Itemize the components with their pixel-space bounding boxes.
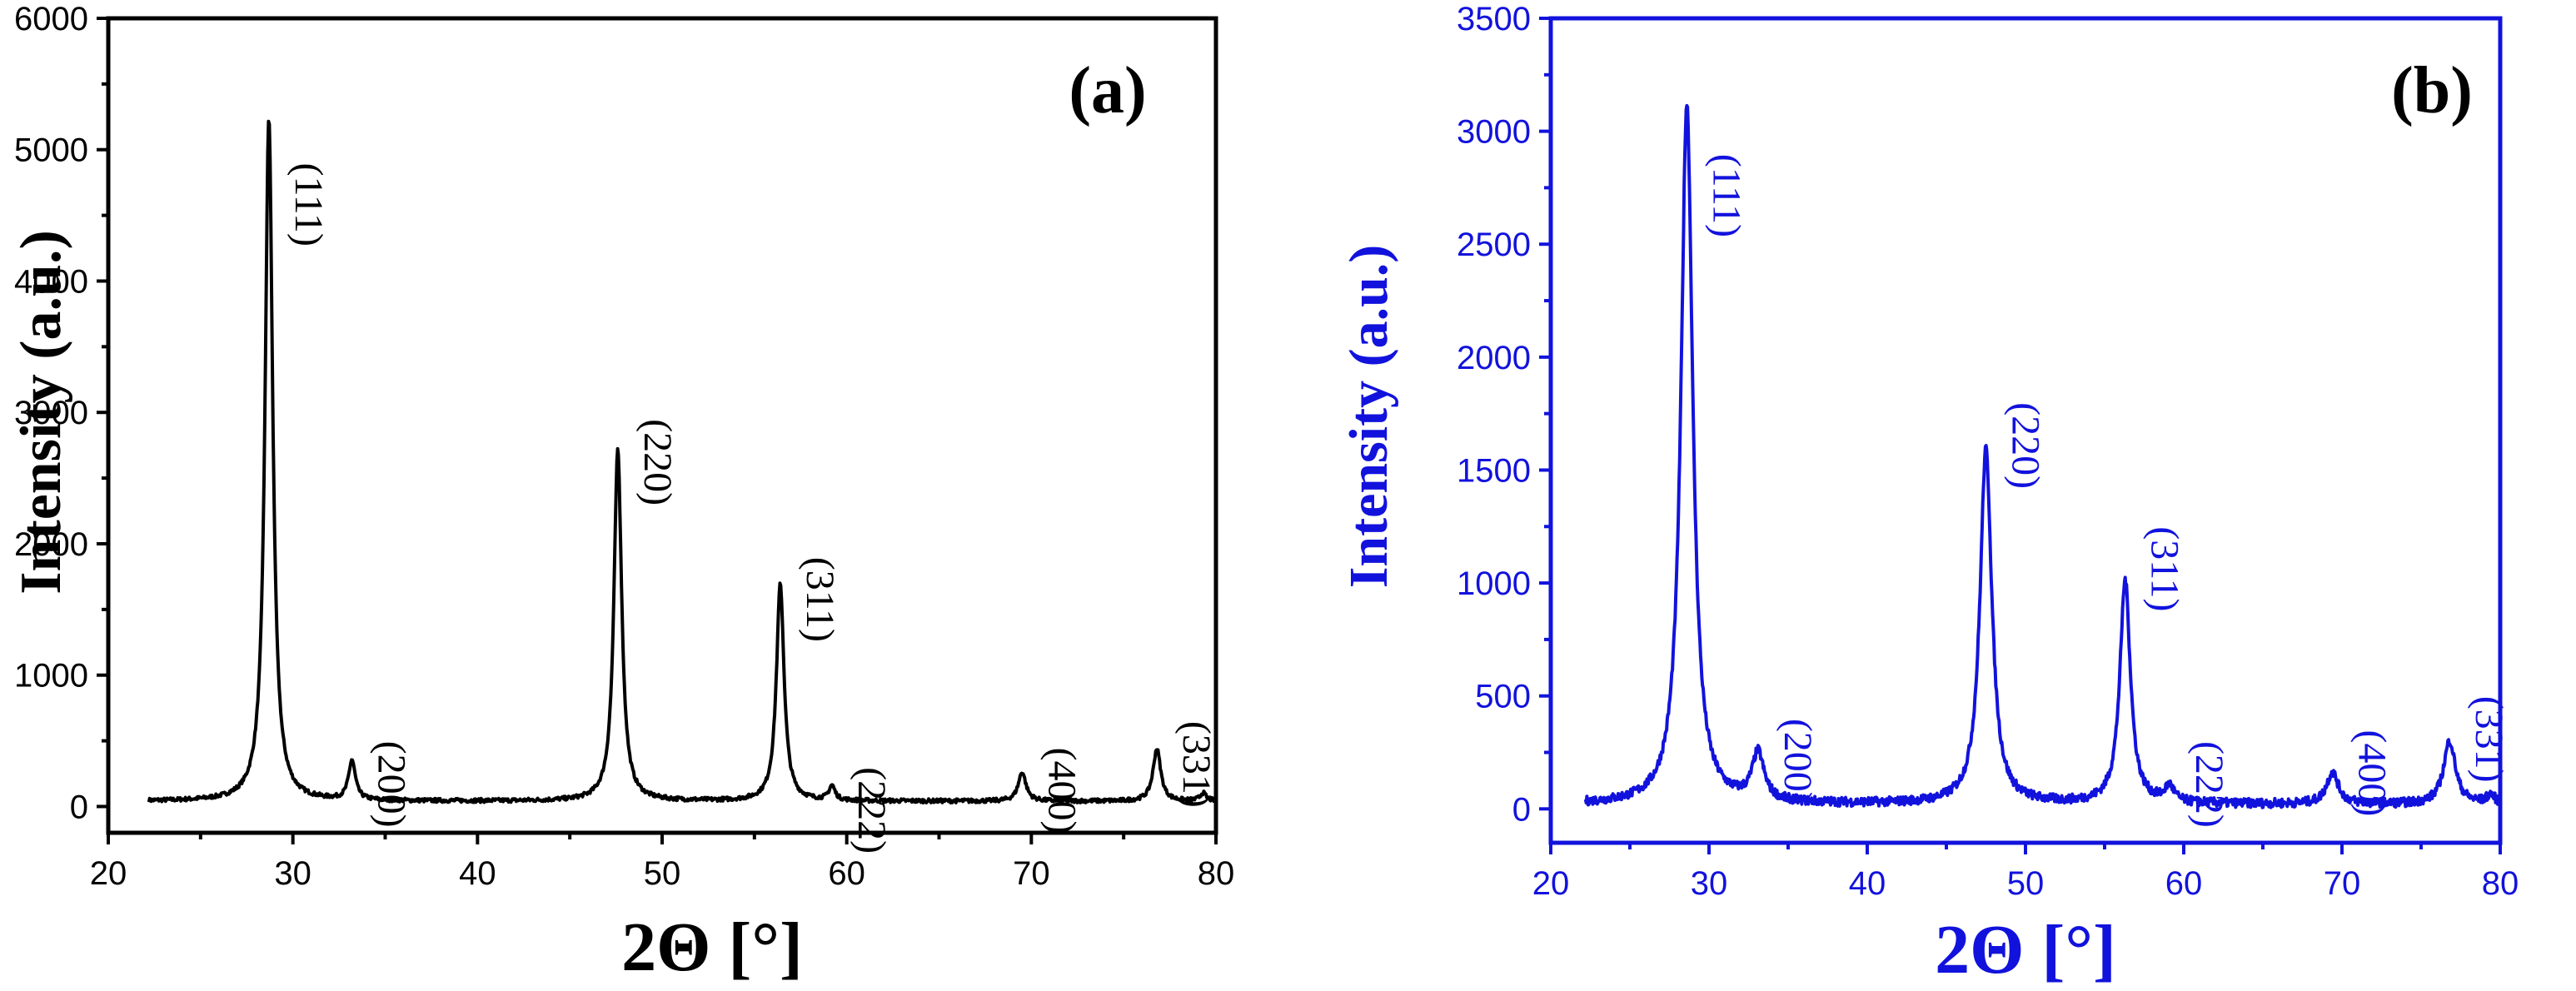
panel-b-y-tick-label: 2500 [1457,227,1531,263]
panel-b-peak-label: (111) [1704,154,1748,237]
panel-b-y-tick-label: 0 [1512,791,1531,828]
panel-a-y-tick-label: 3000 [14,395,88,431]
panel-a-peak-label: (331) [1174,721,1218,808]
panel-a-x-axis-label: 2Θ [°] [621,909,803,986]
panel-a-x-tick-label: 60 [828,855,865,892]
panel-b-peak-label: (311) [2143,526,2187,611]
panel-a-peak-label: (111) [286,163,331,247]
panel-b-peak-label: (331) [2467,696,2511,783]
panel-a-x-tick-label: 20 [90,855,127,892]
panel-b-peak-label: (400) [2350,730,2394,816]
panel-b-peak-label: (220) [2004,402,2048,489]
panel-b-peak-label: (222) [2187,741,2231,828]
panel-b-x-tick-label: 50 [2007,865,2045,902]
panel-b-peak-label: (200) [1776,719,1820,805]
panel-b-x-axis-label: 2Θ [°] [1935,911,2116,989]
panel-a-y-tick-label: 6000 [14,1,88,37]
panel-b-y-tick-label: 3000 [1457,114,1531,151]
panel-a-peak-label: (400) [1039,747,1084,834]
panel-a-x-tick-label: 80 [1198,855,1235,892]
panel-a-x-tick-label: 70 [1013,855,1050,892]
panel-a-x-tick-label: 30 [274,855,311,892]
panel-a-y-tick-label: 2000 [14,526,88,563]
panel-a-xrd-trace [147,119,1218,804]
panel-b-label: (b) [2391,54,2473,127]
panel-a-x-tick-label: 50 [644,855,681,892]
panel-b-x-tick-label: 30 [1691,865,1728,902]
panel-b-x-tick-label: 80 [2482,865,2519,902]
panel-b-xrd-trace [1583,103,2502,809]
panel-b-x-tick-label: 70 [2324,865,2361,902]
panel-a-peak-label: (311) [798,557,842,642]
panel-b-x-tick-label: 20 [1532,865,1570,902]
panel-a-y-tick-label: 4000 [14,263,88,300]
panel-b-y-tick-label: 500 [1475,679,1531,715]
panel-a-y-tick-label: 1000 [14,658,88,695]
panel-a-chart: Intensity (a.u.) 2Θ [°] 20 30 40 50 60 70 80 0 1… [9,1,1234,986]
panel-b-x-tick-label: 40 [1849,865,1886,902]
panel-a-y-tick-label: 0 [70,789,88,825]
panel-b-chart: Intensity (a.u.) 2Θ [°] 20 30 40 50 60 70 80 0 5… [1338,1,2519,989]
panel-a-y-axis-label: Intensity (a.u.) [9,230,73,595]
panel-b-y-tick-label: 1500 [1457,452,1531,489]
panel-a-peak-label: (200) [370,741,414,828]
panel-b-x-tick-label: 60 [2165,865,2203,902]
panel-b-y-tick-label: 2000 [1457,340,1531,376]
panel-a-peak-label: (220) [635,419,680,505]
panel-b-y-tick-label: 1000 [1457,565,1531,602]
panel-b-y-tick-label: 3500 [1457,1,1531,37]
panel-a-peak-label: (222) [850,767,894,854]
panel-a-x-tick-label: 40 [459,855,496,892]
panel-b-y-axis-label: Intensity (a.u.) [1338,245,1399,589]
panel-a-y-tick-label: 5000 [14,132,88,169]
panel-a-label: (a) [1069,54,1146,127]
